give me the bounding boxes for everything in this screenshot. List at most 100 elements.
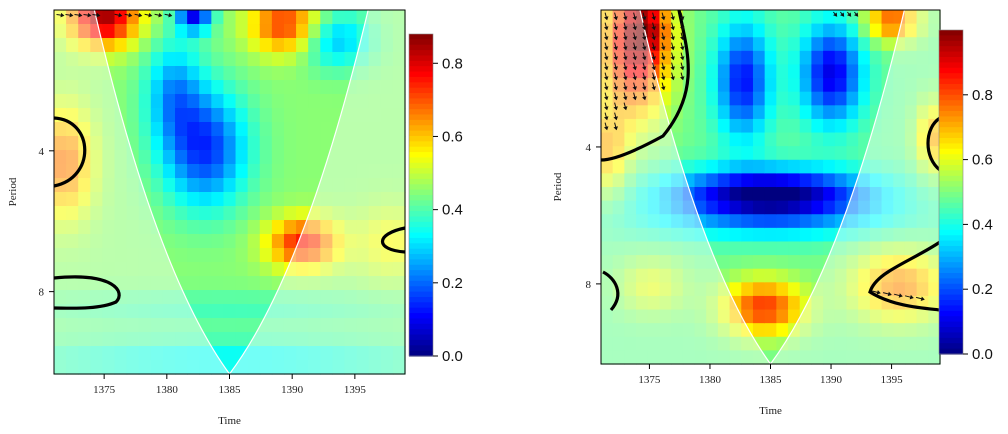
heatmap-cell xyxy=(834,50,848,66)
phase-arrow-head xyxy=(613,126,618,131)
heatmap-cell xyxy=(846,105,859,120)
heatmap-cell xyxy=(320,10,333,25)
heatmap-cell xyxy=(368,66,382,81)
heatmap-cell xyxy=(54,206,67,221)
heatmap-cell xyxy=(223,66,237,81)
heatmap-cell xyxy=(916,309,929,324)
heatmap-cell xyxy=(66,136,79,151)
heatmap-cell xyxy=(729,227,742,243)
colorbar-segment xyxy=(409,205,433,212)
heatmap-cell xyxy=(706,200,719,215)
colorbar-frame xyxy=(408,33,434,357)
heatmap-cell xyxy=(90,164,104,179)
heatmap-cell xyxy=(682,132,696,147)
heatmap-cell xyxy=(694,173,707,188)
colorbar-segment xyxy=(409,119,433,126)
heatmap-cell xyxy=(259,150,273,165)
heatmap-cell xyxy=(741,309,754,324)
heatmap-cell xyxy=(893,37,906,52)
heatmap-cell xyxy=(66,290,79,305)
phase-arrow-head xyxy=(642,16,647,21)
heatmap-cell xyxy=(175,192,188,207)
phase-arrow-head xyxy=(623,96,628,101)
heatmap-cell xyxy=(380,248,394,263)
heatmap-cell xyxy=(271,220,285,235)
heatmap-cell xyxy=(717,23,731,38)
heatmap-cell xyxy=(869,295,883,311)
heatmap-cell xyxy=(66,80,79,95)
heatmap-cell xyxy=(776,227,789,243)
heatmap-cell xyxy=(764,50,777,66)
heatmap-cell xyxy=(187,234,200,249)
heatmap-cell xyxy=(162,150,176,165)
heatmap-cell xyxy=(904,10,918,25)
colorbar-segment xyxy=(939,154,963,161)
heatmap-left xyxy=(54,10,406,375)
heatmap-cell xyxy=(162,332,176,347)
phase-arrow-head xyxy=(651,66,656,71)
heatmap-cell xyxy=(368,136,382,151)
heatmap-cell xyxy=(764,132,777,147)
heatmap-cell xyxy=(846,227,859,243)
heatmap-cell xyxy=(66,24,79,39)
heatmap-cell xyxy=(647,241,661,256)
heatmap-cell xyxy=(211,360,225,375)
heatmap-cell xyxy=(823,173,836,188)
heatmap-cell xyxy=(102,234,116,249)
heatmap-cell xyxy=(175,178,188,193)
heatmap-cell xyxy=(175,122,188,137)
colorbar-segment xyxy=(939,240,963,247)
heatmap-cell xyxy=(764,336,777,351)
heatmap-cell xyxy=(126,220,140,235)
heatmap-cell xyxy=(904,64,918,79)
heatmap-cell xyxy=(881,336,894,351)
heatmap-cell xyxy=(752,227,766,243)
heatmap-cell xyxy=(729,350,742,365)
heatmap-cell xyxy=(682,255,696,270)
heatmap-cell xyxy=(881,159,894,174)
heatmap-cell xyxy=(247,290,261,305)
heatmap-cell xyxy=(283,192,297,207)
heatmap-cell xyxy=(78,332,91,347)
heatmap-cell xyxy=(368,192,382,207)
colorbar-segment xyxy=(409,146,433,153)
heatmap-cell xyxy=(187,332,200,347)
heatmap-cell xyxy=(636,214,649,229)
heatmap-cell xyxy=(332,136,346,151)
heatmap-cell xyxy=(102,360,116,375)
heatmap-cell xyxy=(612,350,625,365)
heatmap-cell xyxy=(368,80,382,95)
heatmap-cell xyxy=(259,24,273,39)
heatmap-cell xyxy=(199,80,212,95)
heatmap-cell xyxy=(893,50,906,66)
heatmap-cell xyxy=(741,146,754,161)
heatmap-cell xyxy=(187,220,200,235)
y-tick-label: 8 xyxy=(586,279,592,291)
heatmap-cell xyxy=(308,332,321,347)
colorbar-segment xyxy=(939,343,963,350)
colorbar-tick-label: 0.0 xyxy=(442,348,463,365)
heatmap-cell xyxy=(54,122,67,137)
heatmap-cell xyxy=(717,227,731,243)
heatmap-cell xyxy=(54,346,67,361)
colorbar-segment xyxy=(409,71,433,78)
heatmap-cell xyxy=(682,146,696,161)
heatmap-cell xyxy=(380,220,394,235)
heatmap-cell xyxy=(858,118,871,134)
heatmap-cell xyxy=(788,200,801,215)
heatmap-cell xyxy=(776,295,789,311)
heatmap-cell xyxy=(259,262,273,277)
heatmap-cell xyxy=(223,248,237,263)
heatmap-cell xyxy=(811,132,824,147)
phase-arrow-head xyxy=(623,16,628,21)
heatmap-cell xyxy=(776,105,789,120)
heatmap-cell xyxy=(706,91,719,106)
heatmap-cell xyxy=(223,178,237,193)
heatmap-cell xyxy=(356,276,370,291)
phase-arrow-head xyxy=(833,12,838,17)
heatmap-cell xyxy=(858,255,871,270)
phase-arrow-head xyxy=(632,26,637,31)
heatmap-cell xyxy=(259,290,273,305)
heatmap-cell xyxy=(928,350,941,365)
heatmap-cell xyxy=(659,336,672,351)
